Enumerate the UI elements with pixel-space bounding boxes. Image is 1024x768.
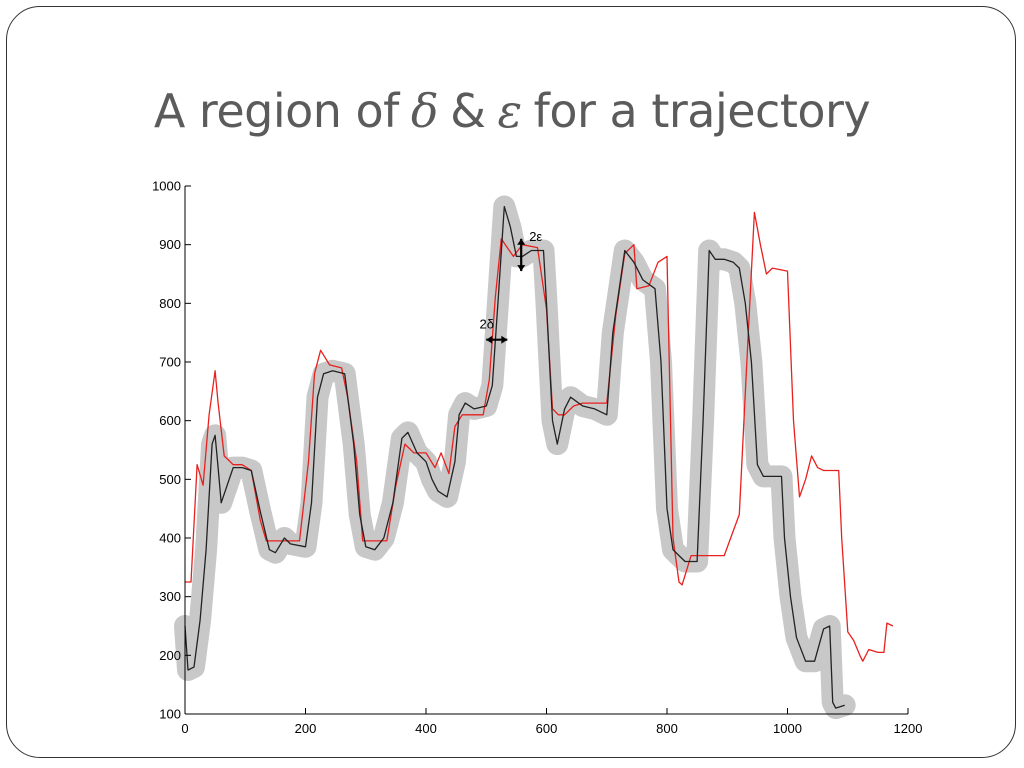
epsilon-label: 2ε [529, 229, 542, 244]
slide-title: A region of δ & ε for a trajectory [0, 84, 1024, 138]
title-prefix: A region of [153, 84, 400, 138]
y-tick-label: 1000 [152, 179, 181, 194]
title-ampersand: & [450, 84, 486, 138]
epsilon-arrow-head-bottom [517, 265, 526, 272]
x-tick-label: 400 [415, 721, 437, 736]
delta-arrow-head-left [486, 335, 493, 344]
x-tick-label: 200 [295, 721, 317, 736]
series-lines [184, 205, 894, 709]
y-tick-label: 700 [159, 355, 181, 370]
series-0-tolerance-band [174, 195, 856, 720]
x-tick-label: 0 [181, 721, 188, 736]
x-tick-label: 800 [656, 721, 678, 736]
y-tick-label: 800 [159, 296, 181, 311]
x-tick-label: 1200 [894, 721, 923, 736]
title-suffix: for a trajectory [533, 84, 871, 138]
annotation-epsilon: 2ε [517, 229, 542, 272]
y-tick-label: 300 [159, 589, 181, 604]
title-delta-symbol: δ [410, 84, 439, 138]
y-tick-label: 100 [159, 707, 181, 722]
annotation-delta: 2δ [480, 317, 508, 344]
delta-label: 2δ [480, 317, 494, 332]
x-tick-label: 1000 [773, 721, 802, 736]
series-0-line [184, 205, 845, 709]
y-tick-label: 600 [159, 413, 181, 428]
x-tick-label: 600 [536, 721, 558, 736]
tolerance-bands [174, 195, 856, 720]
delta-arrow-head-right [501, 335, 508, 344]
axes: 100 200 300 400 500 600 700 800 900 1000 0 200 400 60… [152, 179, 922, 737]
y-tick-label: 200 [159, 648, 181, 663]
title-epsilon-symbol: ε [497, 84, 522, 138]
y-tick-label: 900 [159, 237, 181, 252]
y-tick-label: 500 [159, 472, 181, 487]
annotations: 2δ 2ε [480, 229, 542, 344]
epsilon-arrow-head-top [517, 238, 526, 245]
y-tick-label: 400 [159, 531, 181, 546]
